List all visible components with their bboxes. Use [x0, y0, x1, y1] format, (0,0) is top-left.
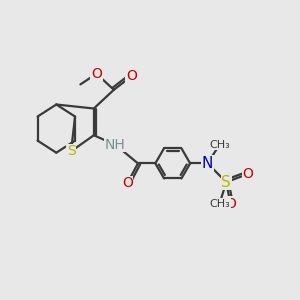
Text: CH₃: CH₃	[209, 140, 230, 150]
Text: N: N	[202, 156, 213, 171]
Text: S: S	[221, 175, 231, 190]
Text: S: S	[67, 144, 75, 158]
Text: CH₃: CH₃	[209, 199, 230, 208]
Text: O: O	[122, 176, 133, 190]
Text: O: O	[225, 196, 236, 211]
Text: O: O	[126, 69, 137, 83]
Text: NH: NH	[105, 138, 126, 152]
Text: O: O	[91, 67, 102, 81]
Text: O: O	[242, 167, 253, 181]
